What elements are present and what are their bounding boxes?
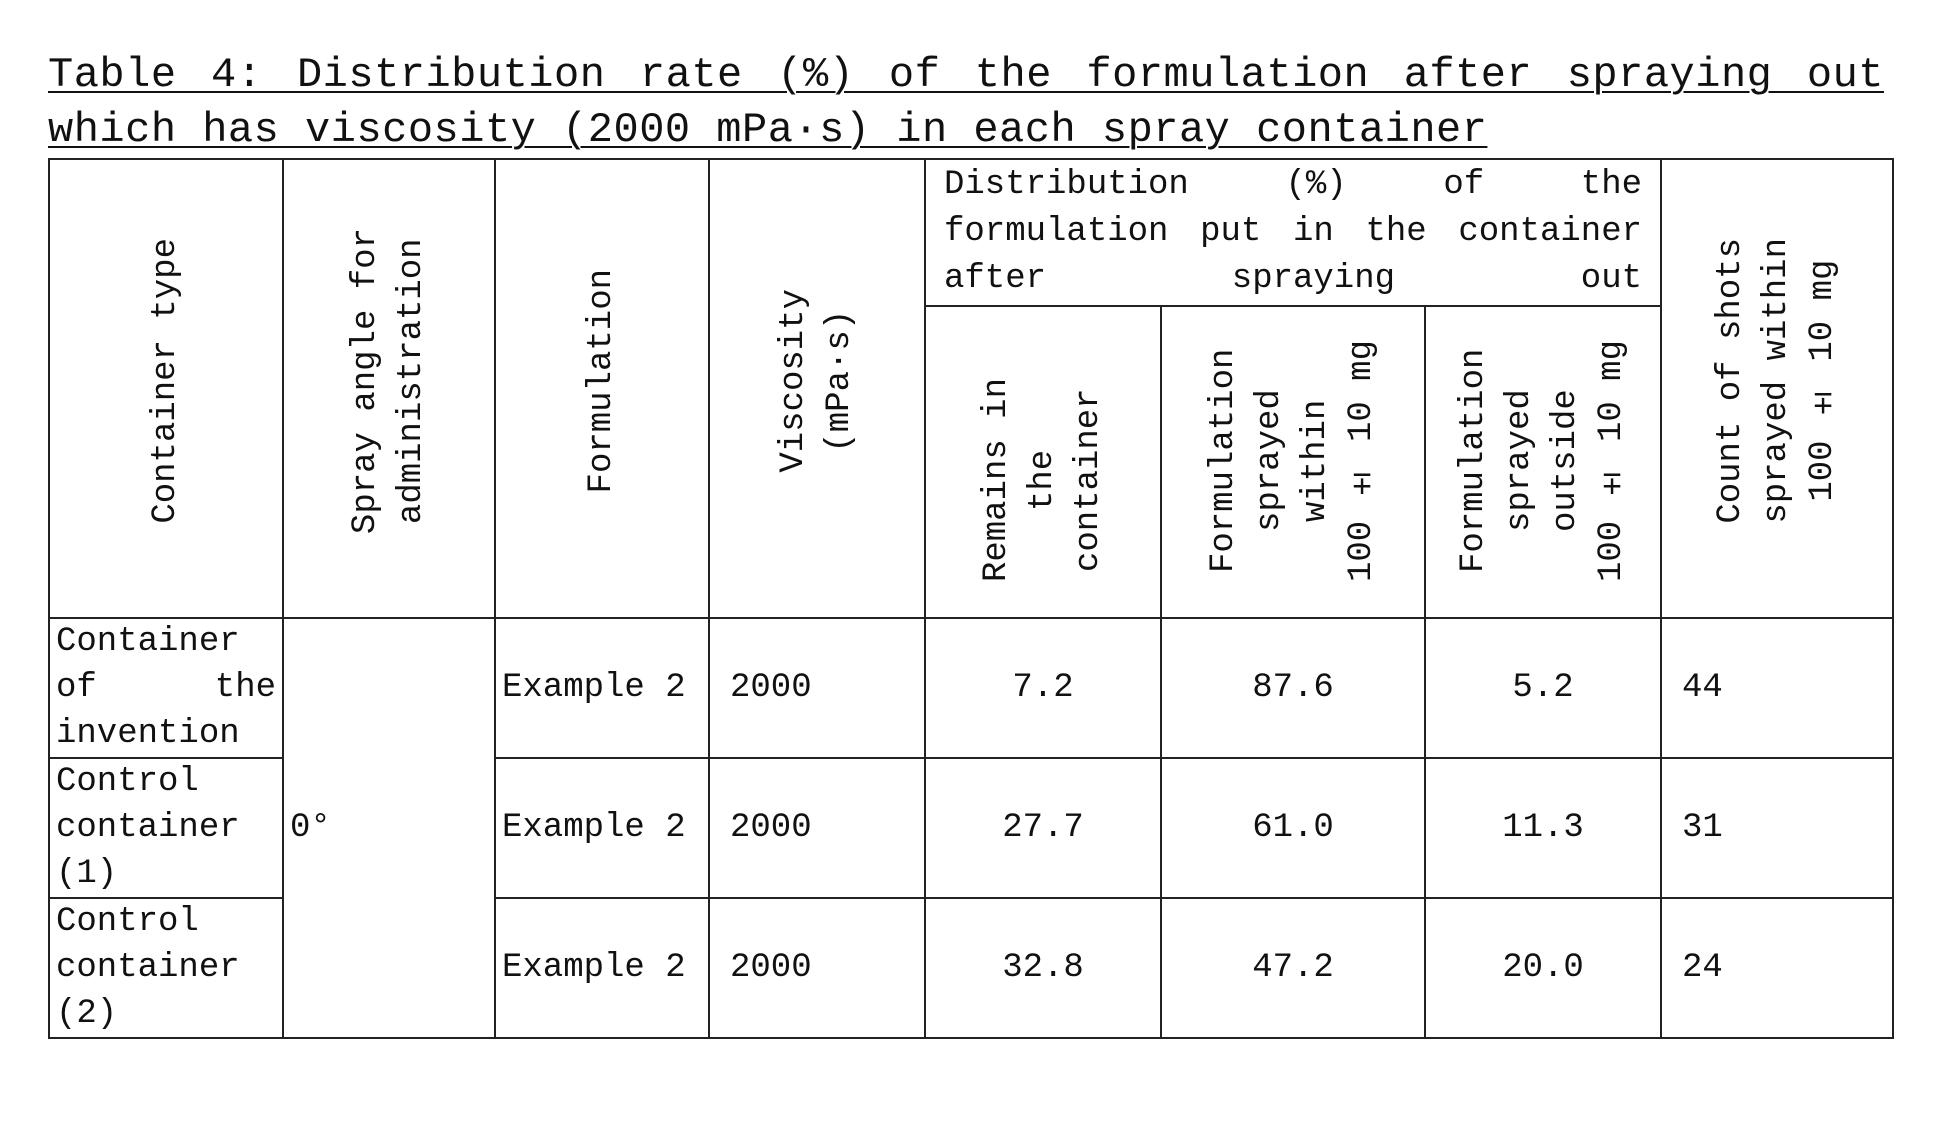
header-remains-label: Remains in the container — [978, 377, 1108, 582]
document-page: Table 4: Distribution rate (%) of the fo… — [48, 48, 1894, 1039]
row-1-remains: 7.2 — [924, 617, 1162, 759]
distribution-table: Container type Spray angle for administr… — [48, 158, 1894, 1039]
row-1-container: Container of the invention — [48, 617, 284, 759]
row-3-count: 24 — [1660, 897, 1894, 1039]
table-caption: Table 4: Distribution rate (%) of the fo… — [48, 48, 1892, 158]
header-spray-angle-label: Spray angle for administration — [347, 227, 431, 535]
table-caption-text: Table 4: Distribution rate (%) of the fo… — [48, 51, 1884, 154]
row-3-viscosity: 2000 — [708, 897, 926, 1039]
row-2-remains: 27.7 — [924, 757, 1162, 899]
header-container-type-label: Container type — [147, 238, 185, 524]
row-1-formulation: Example 2 — [494, 617, 710, 759]
header-spray-angle: Spray angle for administration — [282, 158, 496, 619]
row-2-container: Control container (1) — [48, 757, 284, 899]
header-outside: Formulation sprayed outside 100 ± 10 mg — [1424, 305, 1662, 619]
header-container-type: Container type — [48, 158, 284, 619]
row-2-count: 31 — [1660, 757, 1894, 899]
table-row: Control container (2) Example 2 2000 32.… — [48, 897, 1894, 1039]
header-viscosity: Viscosity (mPa·s) — [708, 158, 926, 619]
row-3-remains: 32.8 — [924, 897, 1162, 1039]
row-3-formulation: Example 2 — [494, 897, 710, 1039]
spray-angle-value: 0° — [282, 617, 496, 1039]
header-remains: Remains in the container — [924, 305, 1162, 619]
row-1-viscosity: 2000 — [708, 617, 926, 759]
table-row: Control container (1) Example 2 2000 27.… — [48, 757, 1894, 899]
row-2-viscosity: 2000 — [708, 757, 926, 899]
row-3-within: 47.2 — [1160, 897, 1426, 1039]
row-1-outside: 5.2 — [1424, 617, 1662, 759]
header-count: Count of shots sprayed within 100 ± 10 m… — [1660, 158, 1894, 619]
row-2-within: 61.0 — [1160, 757, 1426, 899]
row-1-count: 44 — [1660, 617, 1894, 759]
header-within-label: Formulation sprayed within 100 ± 10 mg — [1205, 339, 1381, 582]
header-formulation-label: Formulation — [583, 268, 621, 494]
row-3-outside: 20.0 — [1424, 897, 1662, 1039]
header-viscosity-label: Viscosity (mPa·s) — [775, 289, 859, 473]
header-within: Formulation sprayed within 100 ± 10 mg — [1160, 305, 1426, 619]
row-2-outside: 11.3 — [1424, 757, 1662, 899]
row-2-formulation: Example 2 — [494, 757, 710, 899]
header-outside-label: Formulation sprayed outside 100 ± 10 mg — [1455, 339, 1631, 582]
row-1-within: 87.6 — [1160, 617, 1426, 759]
table-row: Container of the invention 0° Example 2 … — [48, 617, 1894, 1039]
header-distribution: Distribution (%) of the formulation put … — [924, 158, 1662, 307]
row-3-container: Control container (2) — [48, 897, 284, 1039]
header-count-label: Count of shots sprayed within 100 ± 10 m… — [1712, 238, 1842, 524]
header-formulation: Formulation — [494, 158, 710, 619]
